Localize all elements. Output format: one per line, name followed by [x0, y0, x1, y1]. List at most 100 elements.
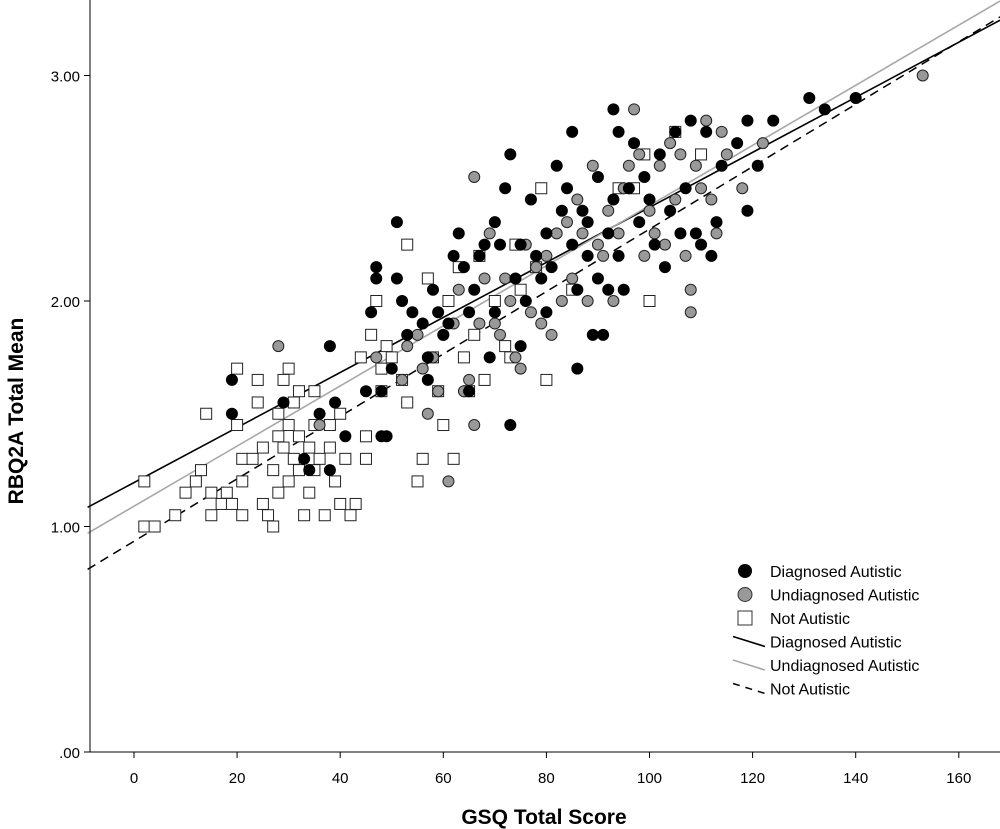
point-diagnosed-autistic [499, 182, 512, 195]
point-not-autistic [468, 328, 481, 341]
point-diagnosed-autistic [463, 306, 476, 319]
point-diagnosed-autistic [225, 407, 238, 420]
point-diagnosed-autistic [313, 407, 326, 420]
point-not-autistic [272, 430, 285, 443]
point-diagnosed-autistic [607, 103, 620, 116]
fit-line-diagnosed-autistic [87, 19, 1000, 509]
point-diagnosed-autistic [741, 114, 754, 127]
point-undiagnosed-autistic [679, 249, 692, 262]
point-not-autistic [189, 475, 202, 488]
point-diagnosed-autistic [540, 227, 553, 240]
point-undiagnosed-autistic [674, 148, 687, 161]
point-diagnosed-autistic [803, 92, 816, 105]
point-diagnosed-autistic [514, 340, 527, 353]
point-diagnosed-autistic [298, 452, 311, 465]
point-diagnosed-autistic [555, 204, 568, 217]
legend: Diagnosed Autistic Undiagnosed Autistic No… [732, 564, 919, 699]
point-diagnosed-autistic [628, 137, 641, 150]
point-not-autistic [138, 520, 151, 533]
point-diagnosed-autistic [323, 464, 336, 477]
point-not-autistic [349, 497, 362, 510]
point-undiagnosed-autistic [421, 407, 434, 420]
point-not-autistic [287, 396, 300, 409]
point-not-autistic [329, 475, 342, 488]
legend-line-not-autistic [732, 682, 766, 695]
point-diagnosed-autistic [566, 238, 579, 251]
point-diagnosed-autistic [617, 283, 630, 296]
point-not-autistic [514, 283, 527, 296]
point-not-autistic [272, 407, 285, 420]
point-diagnosed-autistic [483, 351, 496, 364]
point-undiagnosed-autistic [571, 193, 584, 206]
point-not-autistic [148, 520, 161, 533]
point-undiagnosed-autistic [524, 306, 537, 319]
point-diagnosed-autistic [519, 295, 532, 307]
legend-label: Not Autistic [770, 611, 850, 628]
point-diagnosed-autistic [700, 125, 713, 138]
point-diagnosed-autistic [323, 340, 336, 353]
point-not-autistic [236, 475, 249, 488]
point-diagnosed-autistic [581, 216, 594, 229]
legend-label: Undiagnosed Autistic [770, 658, 919, 675]
point-not-autistic [334, 407, 347, 420]
point-not-autistic [411, 475, 424, 488]
point-undiagnosed-autistic [555, 295, 568, 307]
point-undiagnosed-autistic [591, 238, 604, 251]
point-not-autistic [267, 520, 280, 533]
point-undiagnosed-autistic [710, 227, 723, 240]
point-diagnosed-autistic [695, 238, 708, 251]
x-axis-title: GSQ Total Score [461, 806, 626, 829]
point-diagnosed-autistic [530, 249, 543, 262]
point-undiagnosed-autistic [664, 137, 677, 150]
point-undiagnosed-autistic [576, 227, 589, 240]
point-undiagnosed-autistic [720, 148, 733, 161]
point-not-autistic [282, 475, 295, 488]
point-undiagnosed-autistic [509, 351, 522, 364]
point-undiagnosed-autistic [499, 272, 512, 285]
point-undiagnosed-autistic [705, 193, 718, 206]
point-undiagnosed-autistic [622, 159, 635, 172]
point-undiagnosed-autistic [432, 385, 445, 398]
point-not-autistic [205, 509, 218, 522]
point-undiagnosed-autistic [561, 216, 574, 229]
point-not-autistic [236, 452, 249, 465]
point-undiagnosed-autistic [736, 182, 749, 195]
point-undiagnosed-autistic [597, 249, 610, 262]
data-points [138, 69, 929, 533]
point-undiagnosed-autistic [602, 204, 615, 217]
point-undiagnosed-autistic [504, 295, 517, 307]
point-diagnosed-autistic [303, 464, 316, 477]
point-diagnosed-autistic [715, 159, 728, 172]
point-undiagnosed-autistic [695, 182, 708, 195]
point-undiagnosed-autistic [401, 340, 414, 353]
point-diagnosed-autistic [705, 249, 718, 262]
point-diagnosed-autistic [504, 148, 517, 161]
point-not-autistic [282, 419, 295, 432]
point-diagnosed-autistic [473, 249, 486, 262]
point-not-autistic [318, 509, 331, 522]
point-diagnosed-autistic [488, 216, 501, 229]
legend-symbol-diagnosed [738, 564, 752, 578]
x-tick-label: 80 [538, 770, 555, 787]
point-not-autistic [138, 475, 151, 488]
point-not-autistic [416, 452, 429, 465]
point-undiagnosed-autistic [653, 159, 666, 172]
point-diagnosed-autistic [390, 216, 403, 229]
x-tick-label: 100 [637, 770, 662, 787]
point-not-autistic [215, 497, 228, 510]
point-diagnosed-autistic [447, 249, 460, 262]
x-tick-label: 140 [843, 770, 868, 787]
point-diagnosed-autistic [561, 182, 574, 195]
point-not-autistic [287, 452, 300, 465]
point-undiagnosed-autistic [488, 317, 501, 330]
point-diagnosed-autistic [396, 295, 409, 307]
point-not-autistic [385, 351, 398, 364]
point-undiagnosed-autistic [463, 373, 476, 386]
point-diagnosed-autistic [545, 261, 558, 274]
point-not-autistic [256, 497, 269, 510]
point-not-autistic [643, 295, 656, 307]
point-not-autistic [308, 385, 321, 398]
point-not-autistic [231, 362, 244, 375]
point-undiagnosed-autistic [684, 306, 697, 319]
point-diagnosed-autistic [385, 362, 398, 375]
